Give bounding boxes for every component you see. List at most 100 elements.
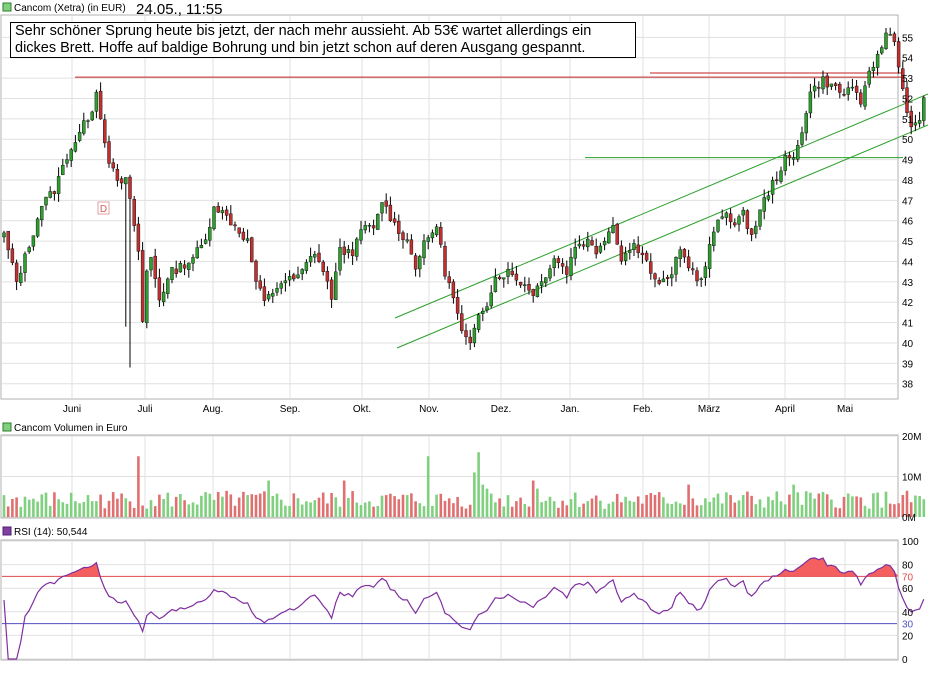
volume-bar — [464, 508, 468, 517]
candle-body — [208, 227, 212, 241]
volume-bar — [565, 505, 569, 517]
candle-body — [552, 258, 556, 268]
candle-body — [476, 314, 481, 330]
volume-bar — [615, 493, 619, 517]
volume-bar — [271, 495, 275, 517]
candle-body — [531, 289, 535, 296]
candle-body — [577, 243, 582, 247]
volume-bar — [162, 499, 165, 517]
volume-bar — [313, 500, 317, 517]
candle-body — [439, 226, 443, 245]
volume-tick-label: 10M — [902, 473, 921, 484]
volume-bar — [754, 504, 758, 517]
candle-body — [451, 281, 456, 299]
volume-bar — [11, 498, 14, 517]
candle-body — [250, 237, 254, 263]
candle-body — [279, 283, 283, 289]
candle-body — [166, 278, 170, 294]
candle-body — [808, 91, 813, 114]
candle-body — [745, 210, 750, 229]
candle-body — [649, 261, 653, 274]
candle-body — [510, 270, 514, 275]
volume-bar — [23, 496, 27, 517]
candle-body — [867, 70, 871, 85]
volume-bar — [250, 494, 254, 517]
volume-bar — [61, 502, 65, 517]
volume-bar — [233, 505, 237, 517]
candle-body — [594, 246, 598, 255]
volume-bar — [536, 488, 539, 517]
candle-body — [325, 271, 330, 282]
candle-body — [896, 41, 901, 68]
month-label: Okt. — [353, 404, 371, 415]
month-label: Dez. — [491, 404, 512, 415]
volume-bar — [678, 503, 682, 517]
volume-bar — [645, 494, 648, 517]
candle-body — [287, 276, 292, 281]
candle-body — [758, 209, 762, 227]
candle-body — [19, 272, 23, 283]
candle-body — [733, 222, 737, 226]
candle-body — [787, 155, 792, 159]
candle-body — [275, 288, 279, 293]
candle-body — [355, 238, 359, 257]
candle-body — [35, 218, 40, 237]
candle-body — [682, 248, 687, 258]
candle-body — [804, 113, 808, 134]
candle-body — [321, 261, 325, 272]
volume-bar — [435, 494, 438, 517]
volume-bar — [99, 494, 102, 517]
candle-body — [266, 294, 271, 300]
candle-body — [796, 145, 800, 160]
candle-body — [77, 131, 82, 141]
volume-bar — [515, 501, 518, 517]
candle-body — [262, 286, 267, 301]
volume-bar — [741, 495, 745, 517]
candle-body — [136, 223, 141, 252]
candle-body — [527, 284, 531, 291]
candle-body — [195, 247, 199, 259]
volume-bar — [15, 497, 18, 517]
candle-body — [329, 279, 334, 300]
candle-body — [2, 232, 6, 238]
rsi-legend-swatch — [2, 526, 12, 536]
volume-bar — [237, 497, 241, 517]
volume-panel-title: Cancom Volumen in Euro — [14, 423, 128, 434]
candle-body — [901, 68, 905, 89]
candle-body — [607, 231, 611, 244]
volume-bar — [674, 501, 678, 517]
volume-bar — [737, 500, 741, 517]
price-tick-label: 55 — [902, 33, 914, 44]
candle-body — [699, 278, 703, 281]
volume-bar — [363, 502, 367, 517]
candle-body — [245, 238, 250, 241]
volume-bar — [48, 505, 52, 517]
candle-body — [665, 277, 670, 279]
candle-body — [800, 132, 804, 145]
candle-body — [300, 269, 304, 275]
candle-body — [657, 280, 661, 284]
volume-bar — [27, 499, 31, 517]
candle-body — [392, 218, 397, 223]
volume-bar — [78, 503, 81, 517]
candle-body — [203, 239, 208, 244]
volume-bar — [548, 496, 552, 517]
volume-bar — [384, 495, 388, 517]
volume-bar — [426, 456, 430, 517]
price-tick-label: 39 — [902, 359, 914, 370]
candle-body — [821, 76, 825, 90]
volume-bar — [347, 497, 350, 517]
volume-bar — [725, 492, 728, 517]
price-panel-title: Cancom (Xetra) (in EUR) — [14, 3, 126, 14]
volume-bar — [750, 495, 753, 517]
volume-tick-label: 0M — [902, 513, 916, 524]
volume-bar — [636, 496, 640, 517]
volume-bar — [477, 452, 480, 517]
volume-bar — [19, 506, 23, 517]
candle-body — [581, 244, 586, 247]
candle-body — [40, 206, 44, 221]
volume-bar — [510, 506, 514, 517]
volume-bar — [855, 496, 858, 517]
candle-body — [367, 225, 372, 227]
